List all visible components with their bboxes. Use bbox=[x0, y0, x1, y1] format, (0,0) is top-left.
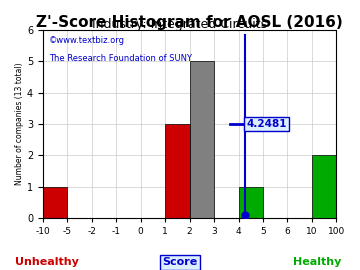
Text: Score: Score bbox=[162, 257, 198, 267]
Y-axis label: Number of companies (13 total): Number of companies (13 total) bbox=[15, 63, 24, 185]
Bar bbox=[190, 61, 214, 218]
Title: Z'-Score Histogram for AOSL (2016): Z'-Score Histogram for AOSL (2016) bbox=[36, 15, 343, 30]
Text: 4.2481: 4.2481 bbox=[247, 119, 287, 129]
Text: Healthy: Healthy bbox=[293, 257, 341, 267]
Bar bbox=[43, 187, 67, 218]
Bar bbox=[165, 124, 190, 218]
Text: The Research Foundation of SUNY: The Research Foundation of SUNY bbox=[49, 55, 192, 63]
Bar bbox=[312, 155, 336, 218]
Bar bbox=[238, 187, 263, 218]
Text: Industry: Integrated Circuits: Industry: Integrated Circuits bbox=[93, 18, 267, 31]
Text: Unhealthy: Unhealthy bbox=[15, 257, 79, 267]
Text: ©www.textbiz.org: ©www.textbiz.org bbox=[49, 36, 125, 45]
